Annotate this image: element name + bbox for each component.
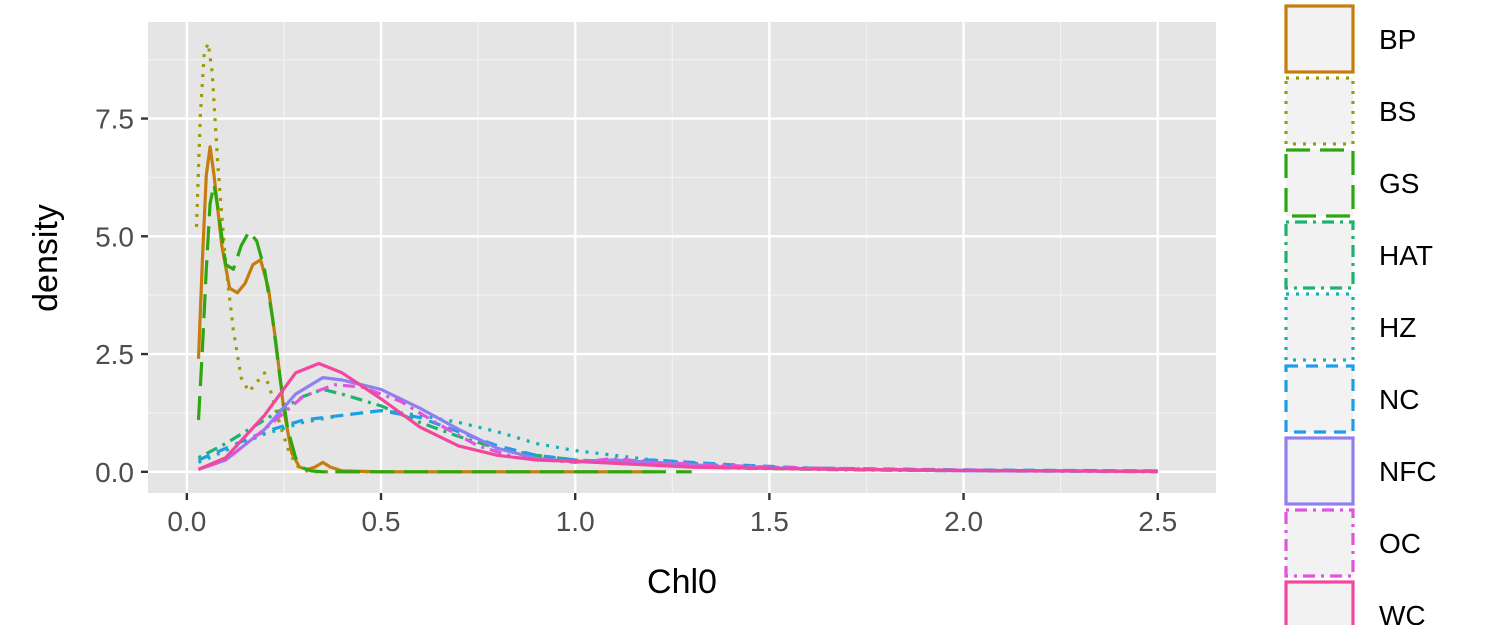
legend-item-wc: WC: [1284, 580, 1426, 625]
legend-key: [1284, 580, 1355, 625]
legend-key: [1284, 148, 1355, 218]
minor-gridlines: [148, 22, 1216, 493]
x-tick-label: 0.5: [362, 506, 401, 537]
legend-item-bp: BP: [1284, 4, 1416, 74]
legend-label: BP: [1379, 24, 1416, 55]
legend-item-gs: GS: [1284, 148, 1419, 218]
legend-key: [1284, 508, 1355, 578]
legend-key: [1284, 292, 1355, 362]
y-tick-label: 0.0: [95, 457, 134, 488]
legend-item-nc: NC: [1284, 364, 1419, 434]
density-curve-hz: [197, 409, 1158, 473]
legend-label: WC: [1379, 600, 1426, 625]
legend-item-bs: BS: [1284, 76, 1416, 146]
density-curve-hat: [197, 387, 1158, 474]
legend-item-nfc: NFC: [1284, 436, 1437, 506]
density-curves: [194, 41, 1158, 474]
x-tick-label: 2.0: [944, 506, 983, 537]
legend-label: HZ: [1379, 312, 1416, 343]
y-axis: 0.0 2.5 5.0 7.5: [95, 104, 148, 488]
legend: BP BS GS HAT HZ NC NFC OC WC: [1284, 4, 1437, 625]
x-tick-label: 2.5: [1138, 506, 1177, 537]
legend-label: NFC: [1379, 456, 1437, 487]
y-tick-label: 7.5: [95, 104, 134, 135]
major-gridlines: [148, 22, 1216, 493]
legend-key: [1284, 220, 1355, 290]
legend-key: [1284, 76, 1355, 146]
x-axis: 0.0 0.5 1.0 1.5 2.0 2.5: [167, 493, 1177, 537]
legend-label: NC: [1379, 384, 1419, 415]
legend-label: GS: [1379, 168, 1419, 199]
x-tick-label: 1.5: [750, 506, 789, 537]
x-axis-title: Chl0: [647, 563, 717, 601]
plot-panel: [148, 22, 1216, 493]
legend-label: BS: [1379, 96, 1416, 127]
legend-key: [1284, 4, 1355, 74]
y-axis-title: density: [27, 204, 65, 312]
legend-key: [1284, 436, 1355, 506]
density-curve-gs: [196, 182, 692, 474]
legend-key: [1284, 364, 1355, 434]
legend-item-hz: HZ: [1284, 292, 1416, 362]
y-tick-label: 5.0: [95, 221, 134, 252]
x-tick-label: 0.0: [167, 506, 206, 537]
y-tick-label: 2.5: [95, 339, 134, 370]
legend-item-hat: HAT: [1284, 220, 1433, 290]
legend-label: OC: [1379, 528, 1421, 559]
density-curve-wc: [197, 361, 1158, 473]
legend-item-oc: OC: [1284, 508, 1421, 578]
x-tick-label: 1.0: [556, 506, 595, 537]
legend-label: HAT: [1379, 240, 1433, 271]
